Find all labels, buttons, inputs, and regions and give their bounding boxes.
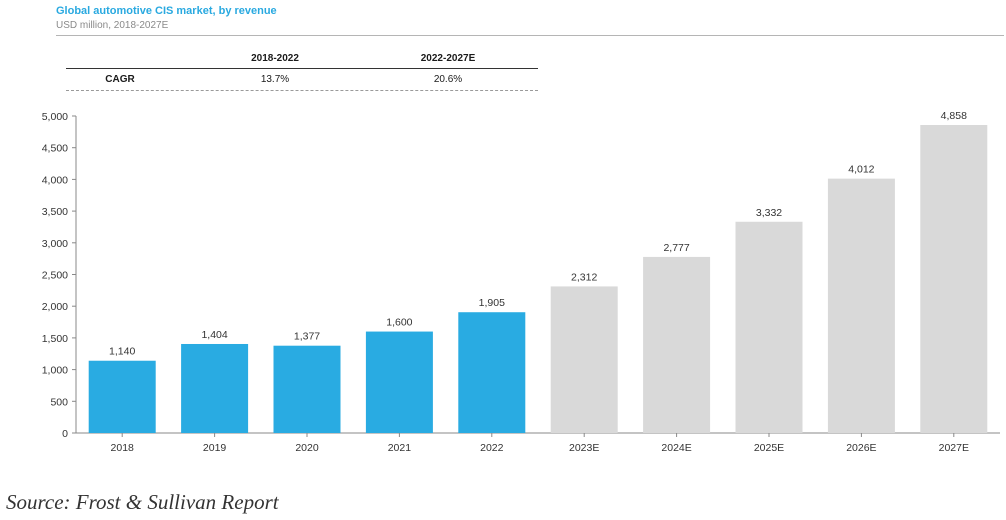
source-note: Source: Frost & Sullivan Report bbox=[6, 490, 279, 514]
bar-2020 bbox=[273, 345, 341, 433]
x-tick-label-2027E: 2027E bbox=[939, 442, 969, 454]
y-tick-label: 2,500 bbox=[42, 270, 68, 282]
y-tick-label: 1,500 bbox=[42, 333, 68, 345]
x-tick-label-2020: 2020 bbox=[295, 442, 319, 454]
bar-2026E bbox=[827, 178, 895, 433]
value-label-2025E: 3,332 bbox=[756, 207, 782, 219]
x-tick-label-2018: 2018 bbox=[111, 442, 135, 454]
bar-2019 bbox=[181, 343, 249, 433]
x-tick-label-2022: 2022 bbox=[480, 442, 504, 454]
cagr-row-label: CAGR bbox=[105, 74, 135, 85]
value-label-2021: 1,600 bbox=[386, 317, 412, 329]
x-tick-label-2019: 2019 bbox=[203, 442, 227, 454]
value-label-2018: 1,140 bbox=[109, 346, 135, 358]
y-tick-label: 5,000 bbox=[42, 111, 68, 123]
value-label-2023E: 2,312 bbox=[571, 271, 597, 283]
value-label-2019: 1,404 bbox=[201, 329, 227, 341]
cagr-header-period-2: 2022-2027E bbox=[420, 53, 476, 64]
y-tick-label: 3,000 bbox=[42, 238, 68, 250]
y-tick-label: 0 bbox=[62, 428, 68, 440]
x-tick-label-2024E: 2024E bbox=[661, 442, 691, 454]
y-tick-label: 3,500 bbox=[42, 206, 68, 218]
cagr-bottom-rule bbox=[66, 90, 538, 91]
bar-2024E bbox=[643, 256, 711, 433]
x-tick-label-2023E: 2023E bbox=[569, 442, 599, 454]
cagr-header-period-1: 2018-2022 bbox=[251, 53, 299, 64]
cagr-value-period-2: 20.6% bbox=[433, 74, 463, 85]
value-label-2024E: 2,777 bbox=[663, 242, 689, 254]
value-label-2020: 1,377 bbox=[294, 331, 320, 343]
bar-chart: 0 500 1,000 1,500 2,000 2,500 3,000 3,500 4,000 4… bbox=[42, 110, 1000, 454]
y-tick-label: 4,000 bbox=[42, 174, 68, 186]
bar-2025E bbox=[735, 221, 803, 433]
cagr-header-rule bbox=[66, 68, 538, 69]
chart-title: Global automotive CIS market, by revenue bbox=[56, 5, 277, 17]
bar-2023E bbox=[550, 286, 618, 433]
chart-subtitle: USD million, 2018-2027E bbox=[56, 20, 169, 31]
y-tick-label: 1,000 bbox=[42, 365, 68, 377]
cagr-table: 2018-2022 2022-2027E CAGR 13.7% 20.6% bbox=[66, 50, 538, 93]
value-label-2022: 1,905 bbox=[479, 297, 505, 309]
bar-2018 bbox=[88, 360, 156, 433]
bar-2021 bbox=[365, 331, 433, 433]
value-label-2026E: 4,012 bbox=[848, 164, 874, 176]
x-tick-label-2025E: 2025E bbox=[754, 442, 784, 454]
y-tick-label: 500 bbox=[50, 396, 68, 408]
value-label-2027E: 4,858 bbox=[941, 110, 967, 122]
bar-2027E bbox=[920, 125, 988, 433]
cagr-value-period-1: 13.7% bbox=[260, 74, 290, 85]
y-tick-label: 2,000 bbox=[42, 301, 68, 313]
bar-2022 bbox=[458, 312, 526, 433]
x-tick-label-2026E: 2026E bbox=[846, 442, 876, 454]
title-divider bbox=[56, 35, 1004, 36]
y-tick-label: 4,500 bbox=[42, 143, 68, 155]
x-tick-label-2021: 2021 bbox=[388, 442, 412, 454]
